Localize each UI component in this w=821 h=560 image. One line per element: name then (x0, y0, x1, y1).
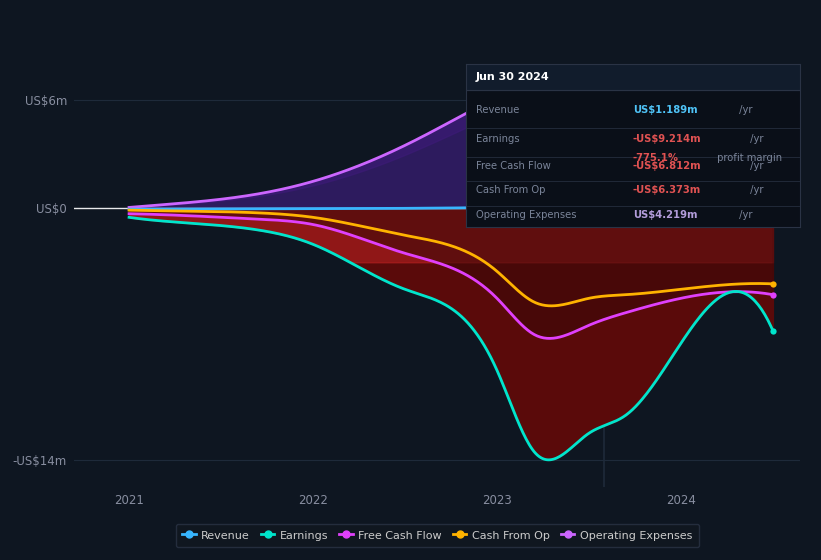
Text: Earnings: Earnings (475, 134, 519, 144)
Text: US$4.219m: US$4.219m (633, 209, 698, 220)
Text: Revenue: Revenue (475, 105, 519, 115)
Text: /yr: /yr (747, 161, 764, 171)
Text: Jun 30 2024: Jun 30 2024 (475, 72, 549, 82)
Text: /yr: /yr (747, 185, 764, 195)
Text: -US$9.214m: -US$9.214m (633, 134, 702, 144)
Text: -US$6.812m: -US$6.812m (633, 161, 702, 171)
Text: profit margin: profit margin (713, 153, 782, 163)
Text: Cash From Op: Cash From Op (475, 185, 545, 195)
Text: Operating Expenses: Operating Expenses (475, 209, 576, 220)
Bar (466, 64, 800, 90)
Legend: Revenue, Earnings, Free Cash Flow, Cash From Op, Operating Expenses: Revenue, Earnings, Free Cash Flow, Cash … (176, 524, 699, 547)
Text: -US$6.373m: -US$6.373m (633, 185, 701, 195)
Text: -775.1%: -775.1% (633, 153, 679, 163)
Text: /yr: /yr (736, 209, 752, 220)
Text: /yr: /yr (747, 134, 764, 144)
Text: US$1.189m: US$1.189m (633, 105, 698, 115)
Text: Free Cash Flow: Free Cash Flow (475, 161, 550, 171)
Text: /yr: /yr (736, 105, 752, 115)
